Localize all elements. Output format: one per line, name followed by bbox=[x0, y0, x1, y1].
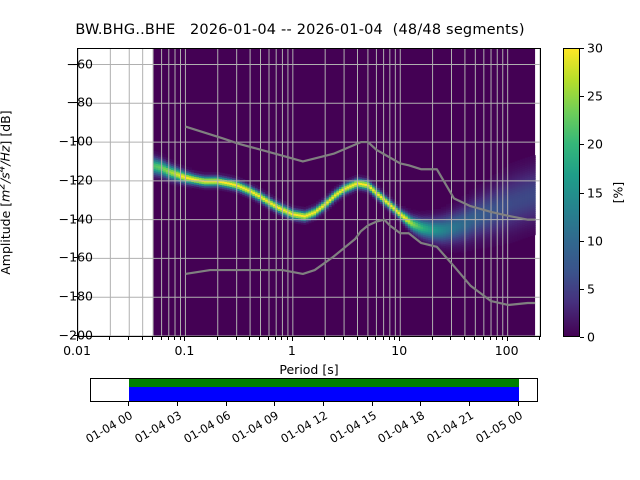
x-tick-major bbox=[399, 337, 401, 341]
y-tick-label: −200 bbox=[58, 327, 93, 343]
coverage-tick-mark bbox=[420, 402, 422, 406]
colorbar-tick-mark bbox=[580, 240, 584, 242]
x-tick-minor bbox=[375, 337, 377, 340]
y-tick-label: −140 bbox=[58, 211, 93, 227]
x-tick-minor bbox=[259, 337, 261, 340]
x-tick-minor bbox=[179, 337, 181, 340]
x-tick-minor bbox=[275, 337, 277, 340]
x-tick-minor bbox=[249, 337, 251, 340]
x-tick-minor bbox=[431, 337, 433, 340]
y-tick-label: −100 bbox=[58, 133, 93, 149]
x-tick-minor bbox=[382, 337, 384, 340]
coverage-tick-mark bbox=[274, 402, 276, 406]
x-tick-label: 0.1 bbox=[174, 343, 195, 358]
x-tick-minor bbox=[539, 337, 540, 340]
x-tick-minor bbox=[152, 337, 154, 340]
coverage-tick-mark bbox=[225, 402, 227, 406]
y-tick-label: −60 bbox=[66, 56, 93, 71]
x-tick-minor bbox=[356, 337, 358, 340]
x-tick-minor bbox=[268, 337, 269, 340]
y-tick-label: −180 bbox=[58, 288, 93, 304]
y-tick-label: −80 bbox=[66, 94, 93, 110]
x-tick-minor bbox=[388, 337, 390, 340]
y-tick-mark bbox=[73, 296, 77, 298]
x-tick-label: 1 bbox=[287, 343, 296, 358]
x-tick-minor bbox=[109, 337, 111, 340]
ppsd-density-svg bbox=[78, 49, 540, 336]
ppsd-canvas bbox=[78, 49, 540, 336]
colorbar-tick-mark bbox=[580, 144, 584, 146]
x-tick-minor bbox=[343, 337, 345, 340]
x-axis-label: Period [s] bbox=[279, 362, 339, 377]
y-tick-mark bbox=[73, 63, 77, 65]
y-tick-mark bbox=[73, 141, 77, 143]
plot-title: BW.BHG..BHE 2026-01-04 -- 2026-01-04 (48… bbox=[75, 22, 525, 38]
coverage-tick-mark bbox=[517, 402, 519, 406]
x-tick-minor bbox=[394, 337, 396, 340]
x-tick-minor bbox=[281, 337, 283, 340]
coverage-tick-mark bbox=[322, 402, 324, 406]
x-tick-label: 100 bbox=[494, 343, 519, 358]
coverage-tick-mark bbox=[469, 402, 471, 406]
x-tick-major bbox=[184, 337, 186, 341]
colorbar-label-text: [%] bbox=[610, 181, 626, 204]
y-tick-mark bbox=[73, 257, 77, 259]
colorbar-tick-mark bbox=[580, 337, 584, 338]
y-tick-mark bbox=[73, 335, 77, 336]
colorbar-tick-label: 5 bbox=[587, 281, 595, 297]
ppsd-plot-area[interactable] bbox=[77, 48, 541, 337]
x-tick-label: 0.01 bbox=[63, 343, 91, 358]
x-tick-minor bbox=[490, 337, 492, 340]
y-axis-label: Amplitude [m2/s4/Hz] [dB] bbox=[0, 48, 14, 337]
x-tick-minor bbox=[450, 337, 452, 340]
y-tick-mark bbox=[73, 102, 77, 104]
colorbar-tick-label: 20 bbox=[587, 136, 603, 152]
x-tick-minor bbox=[501, 337, 503, 340]
colorbar-tick-label: 0 bbox=[587, 329, 595, 345]
x-tick-minor bbox=[216, 337, 218, 340]
colorbar-tick-mark bbox=[580, 96, 584, 98]
colorbar-tick-mark bbox=[580, 192, 584, 194]
colorbar-tick-label: 15 bbox=[587, 185, 603, 200]
colorbar bbox=[563, 48, 580, 337]
y-tick-mark bbox=[73, 179, 77, 181]
x-tick-minor bbox=[366, 337, 368, 340]
colorbar-tick-label: 10 bbox=[587, 233, 603, 249]
colorbar-tick-label: 25 bbox=[587, 88, 603, 104]
x-tick-minor bbox=[286, 337, 288, 340]
x-tick-minor bbox=[174, 337, 175, 340]
y-tick-mark bbox=[73, 218, 77, 220]
x-tick-minor bbox=[141, 337, 143, 340]
x-tick-major bbox=[291, 337, 293, 341]
coverage-tick-mark bbox=[128, 402, 130, 406]
colorbar-label: [%] bbox=[608, 48, 628, 337]
x-tick-minor bbox=[463, 337, 465, 340]
y-tick-label: −160 bbox=[58, 249, 93, 265]
colorbar-tick-mark bbox=[580, 48, 584, 49]
x-tick-minor bbox=[235, 337, 237, 340]
data-coverage-bar[interactable] bbox=[90, 378, 538, 402]
coverage-tick-mark bbox=[176, 402, 178, 406]
y-tick-label: −120 bbox=[58, 172, 93, 188]
colorbar-tick-mark bbox=[580, 288, 584, 290]
y-axis-label-text: Amplitude [m2/s4/Hz] [dB] bbox=[0, 110, 13, 275]
x-tick-major bbox=[77, 337, 78, 341]
coverage-band-blue bbox=[129, 387, 519, 401]
x-tick-minor bbox=[128, 337, 130, 340]
coverage-band-green bbox=[129, 379, 519, 387]
x-tick-label: 10 bbox=[391, 343, 408, 358]
x-tick-major bbox=[506, 337, 508, 341]
x-tick-minor bbox=[482, 337, 484, 340]
coverage-tick-mark bbox=[371, 402, 373, 406]
x-tick-minor bbox=[496, 337, 498, 340]
x-tick-minor bbox=[160, 337, 162, 340]
colorbar-tick-label: 30 bbox=[587, 40, 603, 56]
x-tick-minor bbox=[474, 337, 476, 340]
x-tick-minor bbox=[324, 337, 326, 340]
x-tick-minor bbox=[167, 337, 169, 340]
